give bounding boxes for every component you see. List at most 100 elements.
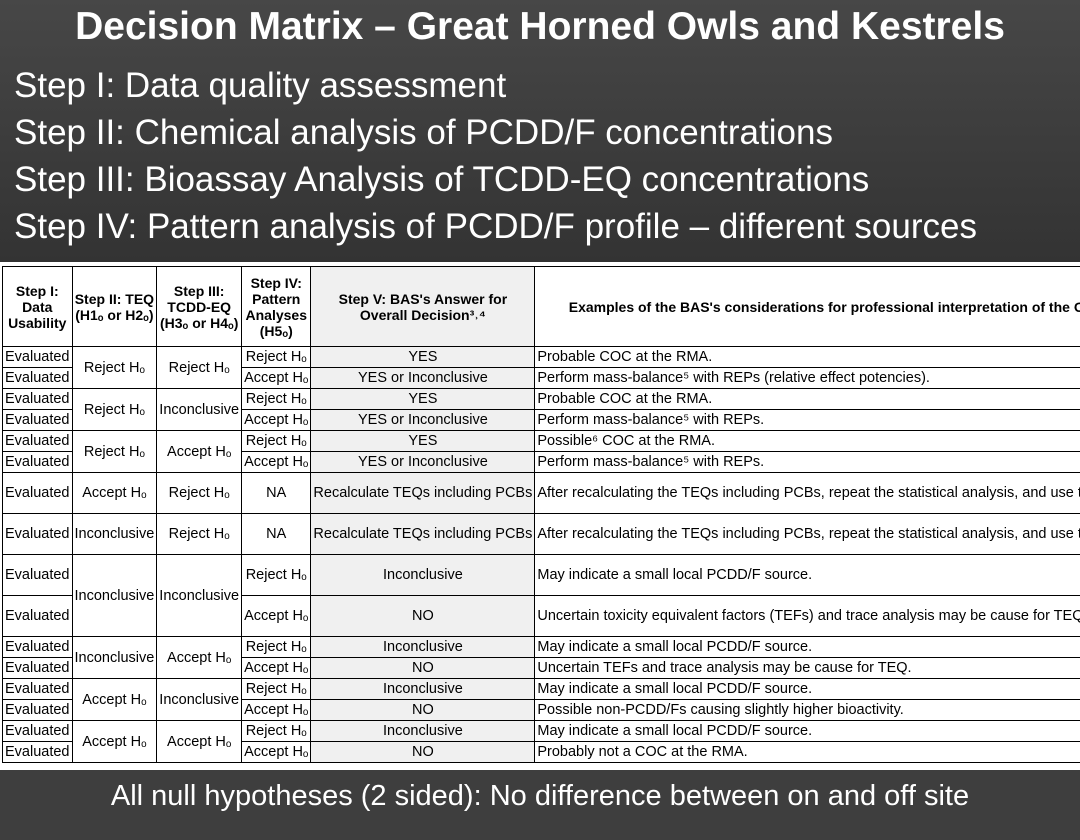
cell-pattern: Accept Hₒ bbox=[241, 595, 312, 637]
cell-pattern: NA bbox=[241, 472, 312, 514]
step-3-line: Step III: Bioassay Analysis of TCDD-EQ c… bbox=[14, 160, 870, 199]
cell-usability: Evaluated bbox=[2, 346, 73, 368]
cell-pattern: Accept Hₒ bbox=[241, 367, 312, 389]
cell-tcdd-eq: Accept Hₒ bbox=[156, 720, 243, 763]
cell-example: May indicate a small local PCDD/F source… bbox=[534, 678, 1080, 700]
table-header-row: Step I: Data Usability Step II: TEQ (H1ₒ… bbox=[2, 266, 1080, 347]
cell-pattern: Reject Hₒ bbox=[241, 636, 312, 658]
cell-pattern: Reject Hₒ bbox=[241, 554, 312, 596]
cell-answer: Inconclusive bbox=[310, 678, 536, 700]
table-row: Evaluated Inconclusive Reject Hₒ NA Reca… bbox=[2, 513, 1080, 555]
cell-teq: Accept Hₒ bbox=[71, 678, 158, 721]
cell-usability: Evaluated bbox=[2, 741, 73, 763]
cell-pattern: Reject Hₒ bbox=[241, 430, 312, 452]
step-4-line: Step IV: Pattern analysis of PCDD/F prof… bbox=[14, 207, 977, 246]
cell-pattern: Reject Hₒ bbox=[241, 678, 312, 700]
table-row: Evaluated Reject Hₒ Accept Hₒ Reject Hₒ … bbox=[2, 430, 1080, 473]
cell-tcdd-eq: Reject Hₒ bbox=[156, 513, 243, 555]
step-1-line: Step I: Data quality assessment bbox=[14, 66, 507, 105]
cell-answer: NO bbox=[310, 699, 536, 721]
cell-answer: YES bbox=[310, 346, 536, 368]
cell-tcdd-eq: Accept Hₒ bbox=[156, 636, 243, 679]
cell-answer: Inconclusive bbox=[310, 636, 536, 658]
cell-teq: Accept Hₒ bbox=[71, 472, 158, 514]
cell-usability: Evaluated bbox=[2, 472, 73, 514]
slide-header-area: Decision Matrix – Great Horned Owls and … bbox=[0, 0, 1080, 262]
cell-example: May indicate a small local PCDD/F source… bbox=[534, 636, 1080, 658]
table-row: Evaluated Accept Hₒ YES or Inconclusive … bbox=[2, 367, 1080, 389]
cell-usability: Evaluated bbox=[2, 409, 73, 431]
cell-example: Probably not a COC at the RMA. bbox=[534, 741, 1080, 763]
cell-tcdd-eq: Inconclusive bbox=[156, 678, 243, 721]
cell-usability: Evaluated bbox=[2, 430, 73, 452]
cell-answer: YES bbox=[310, 430, 536, 452]
table-row: Evaluated Accept Hₒ NO Uncertain toxicit… bbox=[2, 595, 1080, 637]
cell-example: Uncertain TEFs and trace analysis may be… bbox=[534, 657, 1080, 679]
cell-teq: Accept Hₒ bbox=[71, 720, 158, 763]
cell-usability: Evaluated bbox=[2, 388, 73, 410]
table-row: Evaluated Reject Hₒ Inconclusive Reject … bbox=[2, 388, 1080, 431]
table-row: Evaluated Accept Hₒ NO Probably not a CO… bbox=[2, 741, 1080, 763]
table-row: Evaluated Inconclusive Accept Hₒ Reject … bbox=[2, 636, 1080, 679]
cell-example: Uncertain toxicity equivalent factors (T… bbox=[534, 595, 1080, 637]
cell-usability: Evaluated bbox=[2, 699, 73, 721]
slide-footer: All null hypotheses (2 sided): No differ… bbox=[0, 770, 1080, 840]
cell-teq: Reject Hₒ bbox=[71, 430, 158, 473]
cell-answer: YES bbox=[310, 388, 536, 410]
cell-pattern: Accept Hₒ bbox=[241, 699, 312, 721]
cell-teq: Inconclusive bbox=[71, 636, 158, 679]
header-step-3: Step III: TCDD-EQ (H3ₒ or H4ₒ) bbox=[156, 266, 243, 347]
header-examples: Examples of the BAS's considerations for… bbox=[534, 266, 1080, 347]
cell-usability: Evaluated bbox=[2, 595, 73, 637]
cell-pattern: Accept Hₒ bbox=[241, 657, 312, 679]
header-step-5: Step V: BAS's Answer for Overall Decisio… bbox=[310, 266, 536, 347]
cell-answer: NO bbox=[310, 595, 536, 637]
cell-answer: Recalculate TEQs including PCBs bbox=[310, 513, 536, 555]
cell-answer: YES or Inconclusive bbox=[310, 409, 536, 431]
cell-pattern: Accept Hₒ bbox=[241, 741, 312, 763]
cell-teq: Reject Hₒ bbox=[71, 346, 158, 389]
cell-tcdd-eq: Inconclusive bbox=[156, 388, 243, 431]
cell-answer: Recalculate TEQs including PCBs bbox=[310, 472, 536, 514]
cell-usability: Evaluated bbox=[2, 554, 73, 596]
cell-usability: Evaluated bbox=[2, 451, 73, 473]
table-row: Evaluated Reject Hₒ Reject Hₒ Reject Hₒ … bbox=[2, 346, 1080, 389]
cell-usability: Evaluated bbox=[2, 720, 73, 742]
cell-tcdd-eq: Reject Hₒ bbox=[156, 346, 243, 389]
footer-note: All null hypotheses (2 sided): No differ… bbox=[110, 780, 970, 812]
header-step-1: Step I: Data Usability bbox=[2, 266, 73, 347]
cell-usability: Evaluated bbox=[2, 636, 73, 658]
header-step-2: Step II: TEQ (H1ₒ or H2ₒ) bbox=[71, 266, 158, 347]
cell-example: After recalculating the TEQs including P… bbox=[534, 513, 1080, 555]
cell-example: May indicate a small local PCDD/F source… bbox=[534, 554, 1080, 596]
step-2-line: Step II: Chemical analysis of PCDD/F con… bbox=[14, 113, 833, 152]
cell-example: Perform mass-balance⁵ with REPs. bbox=[534, 409, 1080, 431]
cell-example: Possible non-PCDD/Fs causing slightly hi… bbox=[534, 699, 1080, 721]
cell-tcdd-eq: Inconclusive bbox=[156, 554, 243, 637]
table-row: Evaluated Accept Hₒ NO Possible non-PCDD… bbox=[2, 699, 1080, 721]
cell-teq: Inconclusive bbox=[71, 513, 158, 555]
cell-tcdd-eq: Reject Hₒ bbox=[156, 472, 243, 514]
cell-pattern: Reject Hₒ bbox=[241, 720, 312, 742]
decision-matrix-table: Step I: Data Usability Step II: TEQ (H1ₒ… bbox=[2, 266, 1080, 763]
cell-teq: Inconclusive bbox=[71, 554, 158, 637]
cell-example: Possible⁶ COC at the RMA. bbox=[534, 430, 1080, 452]
table-row: Evaluated Accept Hₒ YES or Inconclusive … bbox=[2, 409, 1080, 431]
cell-answer: NO bbox=[310, 741, 536, 763]
slide-title: Decision Matrix – Great Horned Owls and … bbox=[75, 5, 1005, 48]
cell-answer: YES or Inconclusive bbox=[310, 367, 536, 389]
cell-pattern: Accept Hₒ bbox=[241, 451, 312, 473]
cell-tcdd-eq: Accept Hₒ bbox=[156, 430, 243, 473]
cell-teq: Reject Hₒ bbox=[71, 388, 158, 431]
cell-usability: Evaluated bbox=[2, 678, 73, 700]
cell-example: Probable COC at the RMA. bbox=[534, 346, 1080, 368]
table-row: Evaluated Inconclusive Inconclusive Reje… bbox=[2, 554, 1080, 637]
cell-pattern: Reject Hₒ bbox=[241, 388, 312, 410]
table-row: Evaluated Accept Hₒ Inconclusive Reject … bbox=[2, 678, 1080, 721]
cell-usability: Evaluated bbox=[2, 367, 73, 389]
cell-example: May indicate a small local PCDD/F source… bbox=[534, 720, 1080, 742]
table-panel: Step I: Data Usability Step II: TEQ (H1ₒ… bbox=[0, 262, 1080, 770]
table-row: Evaluated Accept Hₒ Accept Hₒ Reject Hₒ … bbox=[2, 720, 1080, 763]
cell-answer: YES or Inconclusive bbox=[310, 451, 536, 473]
cell-usability: Evaluated bbox=[2, 513, 73, 555]
